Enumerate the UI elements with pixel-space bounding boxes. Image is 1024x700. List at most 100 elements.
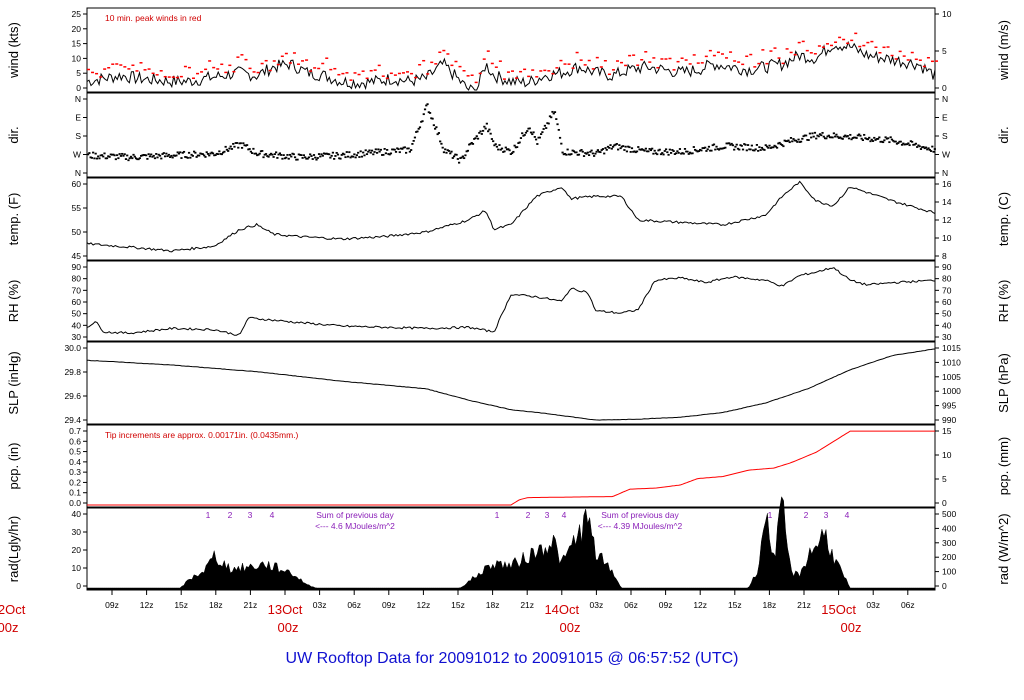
dir-point xyxy=(874,139,877,141)
dir-point xyxy=(102,155,105,158)
dir-point xyxy=(504,146,507,149)
dir-point xyxy=(513,144,516,147)
dir-point xyxy=(218,150,221,153)
x-tick-label: 18z xyxy=(763,600,777,610)
dir-point xyxy=(628,146,631,149)
dir-point xyxy=(362,151,365,154)
dir-point xyxy=(296,158,299,161)
dir-point xyxy=(593,155,596,157)
wind-peak-mark xyxy=(712,54,716,57)
dir-point xyxy=(864,137,867,140)
tick-label-left: 0.0 xyxy=(69,498,81,508)
wind-peak-mark xyxy=(276,63,280,66)
dir-point xyxy=(538,136,541,139)
dir-point xyxy=(204,156,207,158)
dir-point xyxy=(827,134,830,137)
wind-peak-mark xyxy=(704,55,708,58)
tick-label-right: 0 xyxy=(942,83,947,93)
dir-point xyxy=(199,152,202,155)
dir-point xyxy=(931,145,934,148)
dir-point xyxy=(493,144,496,147)
dir-point xyxy=(195,156,198,158)
dir-point xyxy=(238,142,241,145)
dir-point xyxy=(418,126,422,129)
dir-point xyxy=(709,149,712,152)
wind-peak-mark xyxy=(894,58,898,60)
dir-point xyxy=(801,137,804,140)
dir-point xyxy=(919,148,923,150)
dir-point xyxy=(599,151,602,154)
dir-point xyxy=(659,153,663,156)
dir-point xyxy=(455,153,458,156)
wind-peak-mark xyxy=(765,62,769,65)
dir-point xyxy=(705,150,708,152)
dir-point xyxy=(148,155,152,158)
dir-point xyxy=(899,140,902,143)
dir-point xyxy=(818,133,822,136)
dir-point xyxy=(913,143,916,146)
ylabel-left-dir: dir. xyxy=(6,126,21,143)
dir-point xyxy=(625,150,629,153)
wind-peak-mark xyxy=(175,76,179,79)
wind-peak-mark xyxy=(850,39,854,42)
dir-point xyxy=(369,151,372,154)
dir-point xyxy=(923,147,926,150)
wind-peak-mark xyxy=(107,67,111,69)
wind-peak-mark xyxy=(260,62,264,65)
ylabel-right-wind: wind (m/s) xyxy=(996,20,1011,81)
wind-peak-mark xyxy=(749,53,753,56)
dir-point xyxy=(750,144,753,147)
dir-point xyxy=(405,151,408,154)
wind-peak-mark xyxy=(103,68,107,70)
dir-point xyxy=(850,138,853,141)
dir-point xyxy=(394,150,398,153)
wind-peak-mark xyxy=(91,71,95,74)
slp-line xyxy=(87,348,936,421)
dir-point xyxy=(295,158,298,161)
dir-point xyxy=(894,140,897,143)
tick-label-right: 995 xyxy=(942,401,956,411)
dir-point xyxy=(776,146,779,149)
dir-point xyxy=(745,149,748,152)
wind-peak-mark xyxy=(393,74,397,76)
dir-point xyxy=(364,149,367,152)
dir-point xyxy=(834,135,837,138)
wind-peak-mark xyxy=(349,79,353,81)
dir-point xyxy=(169,156,172,159)
dir-point xyxy=(247,148,250,151)
dir-point xyxy=(412,139,415,142)
dir-point xyxy=(399,147,403,150)
dir-point xyxy=(866,138,870,141)
dir-point xyxy=(880,140,883,143)
wind-peak-mark xyxy=(842,38,846,41)
dir-point xyxy=(711,144,714,147)
dir-point xyxy=(537,136,540,139)
wind-peak-mark xyxy=(147,68,151,70)
dir-point xyxy=(428,112,432,114)
dir-point xyxy=(643,149,646,152)
wind-peak-mark xyxy=(664,58,668,60)
dir-point xyxy=(287,157,290,160)
wind-peak-mark xyxy=(688,63,692,65)
x-tick-label: 09z xyxy=(382,600,396,610)
dir-point xyxy=(842,135,846,138)
dir-point xyxy=(575,151,578,154)
dir-point xyxy=(227,150,230,152)
tick-label-right: S xyxy=(942,131,948,141)
dir-point xyxy=(893,140,896,143)
dir-point xyxy=(346,155,350,158)
dir-point xyxy=(560,142,563,145)
dir-point xyxy=(423,108,427,111)
dir-point xyxy=(243,144,246,147)
wind-peak-mark xyxy=(854,32,858,35)
dir-point xyxy=(574,151,577,154)
tick-label-right: 0 xyxy=(942,498,947,508)
dir-point xyxy=(633,150,636,153)
tick-label-right: 1010 xyxy=(942,357,961,367)
wind-peak-mark xyxy=(753,66,757,68)
dir-point xyxy=(311,158,314,160)
dir-point xyxy=(637,146,640,148)
dir-point xyxy=(275,151,278,154)
dir-point xyxy=(909,140,912,143)
dir-point xyxy=(137,158,140,161)
